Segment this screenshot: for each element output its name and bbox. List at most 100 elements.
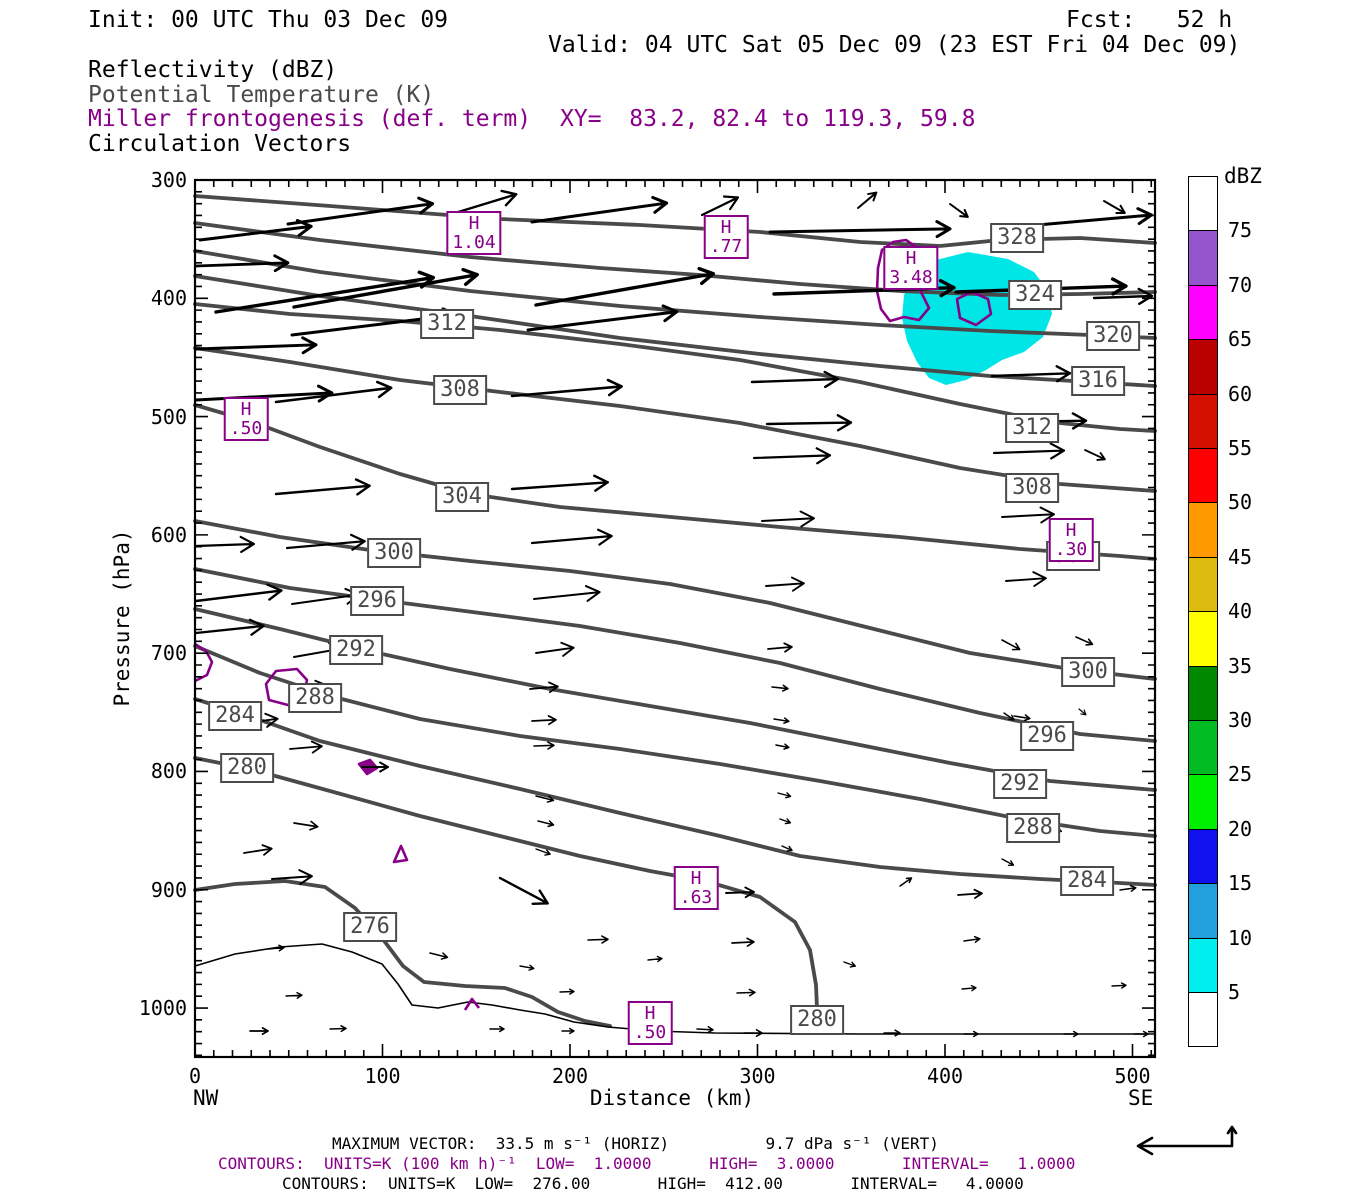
y-tick-label: 600 [150, 522, 187, 547]
x-tick-label: 100 [364, 1064, 401, 1088]
y-tick-label: 300 [150, 168, 187, 192]
circulation-vector-arrow [1084, 449, 1106, 461]
frontogenesis-h-symbol: H [905, 248, 917, 269]
circulation-vector-arrow [765, 414, 853, 432]
circulation-vector-arrow [777, 792, 792, 799]
valid-time: Valid: 04 UTC Sat 05 Dec 09 (23 EST Fri … [548, 32, 1241, 58]
circulation-vector-arrow [289, 740, 323, 754]
colorbar-tick-label: 40 [1228, 599, 1253, 624]
frontogenesis-h-value: .30 [1054, 539, 1088, 560]
colorbar-segment [1188, 284, 1218, 341]
circulation-vector-arrow [498, 876, 549, 906]
colorbar-tick-label: 5 [1228, 980, 1241, 1004]
frontogenesis-contour [392, 844, 409, 864]
circulation-vector-arrow [194, 254, 290, 273]
theta-contour-label: 308 [1005, 473, 1059, 503]
theta-contour-label: 300 [367, 538, 421, 568]
circulation-vector-arrow [963, 935, 981, 943]
circulation-vector-arrow [857, 191, 878, 209]
init-time: Init: 00 UTC Thu 03 Dec 09 [88, 7, 449, 33]
circulation-vector-arrow [725, 886, 755, 899]
legend-frontogenesis: Miller frontogenesis (def. term) [88, 106, 532, 132]
circulation-vector-arrow [526, 304, 679, 332]
circulation-vector-arrow [781, 845, 793, 852]
circulation-vector-arrow [743, 1029, 763, 1037]
y-tick-label: 500 [150, 404, 187, 429]
colorbar-title: dBZ [1224, 164, 1262, 188]
circulation-vector-arrow [286, 196, 435, 226]
frontogenesis-contour [463, 997, 481, 1011]
frontogenesis-h-symbol: H [644, 1003, 656, 1024]
colorbar-tick-label: 25 [1228, 762, 1253, 787]
circulation-vector-arrow [1001, 506, 1055, 524]
theta-contour-label: 296 [350, 586, 404, 616]
circulation-vector-arrow [510, 378, 623, 398]
y-tick-label: 700 [150, 641, 187, 666]
x-axis-title: Distance (km) [589, 1086, 755, 1110]
frontogenesis-max-label: H .63 [673, 866, 719, 910]
legend-reflectivity: Reflectivity (dBZ) [88, 57, 338, 83]
theta-contour-line [193, 644, 1157, 838]
frontogenesis-h-symbol: H [720, 217, 732, 238]
circulation-vector-arrow [883, 1029, 901, 1037]
circulation-vector-arrow [963, 1030, 979, 1038]
frontogenesis-h-symbol: H [240, 399, 252, 420]
circulation-vector-arrow [1111, 982, 1127, 989]
circulation-vector-arrow [899, 877, 913, 887]
frontogenesis-h-symbol: H [690, 868, 702, 889]
circulation-vectors [194, 189, 1154, 1038]
theta-contour-label: 280 [220, 753, 274, 783]
circulation-vector-arrow [537, 820, 555, 828]
circulation-vector-arrow [529, 681, 559, 694]
x-tick-label: 300 [739, 1064, 776, 1088]
colorbar-tick-label: 70 [1228, 272, 1253, 297]
x-axis-right-endpoint: SE [1128, 1086, 1154, 1110]
frontogenesis-h-value: .77 [709, 236, 743, 257]
circulation-vector-arrow [533, 585, 601, 602]
circulation-vector-arrow [750, 370, 840, 389]
circulation-vector-arrow [1001, 858, 1015, 866]
theta-contour-label: 324 [1008, 280, 1062, 310]
theta-contour-label: 320 [1086, 321, 1140, 351]
theta-contour-line [193, 249, 1157, 340]
theta-contour-label: 280 [790, 1005, 844, 1035]
circulation-vector-arrow [274, 380, 393, 404]
colorbar-tick-label: 75 [1228, 218, 1253, 243]
colorbar-segment [1188, 611, 1218, 667]
circulation-vector-arrow [535, 795, 555, 803]
circulation-vector-arrow [293, 820, 319, 831]
x-axis-left-endpoint: NW [193, 1086, 219, 1110]
y-tick-label: 1000 [138, 996, 187, 1021]
circulation-vector-arrow [530, 528, 613, 546]
circulation-vector-arrow [194, 535, 256, 553]
plot-frame-and-ticks [193, 178, 1157, 1059]
colorbar-tick-label: 50 [1228, 490, 1253, 515]
frontogenesis-max-label: H .50 [627, 1001, 673, 1045]
circulation-vector-arrow [773, 717, 790, 724]
circulation-vector-arrow [767, 642, 793, 653]
theta-contour-label: 292 [329, 635, 383, 665]
colorbar-tick-label: 60 [1228, 381, 1253, 406]
circulation-vector-arrow [587, 935, 609, 944]
frontogenesis-max-label: H .50 [223, 397, 269, 441]
frontogenesis-max-label: H 1.04 [446, 211, 502, 255]
colorbar-segment [1188, 556, 1218, 613]
circulation-vector-arrow [561, 1027, 575, 1035]
circulation-vector-arrow [453, 189, 518, 215]
plot-frame [193, 178, 1157, 1059]
cross-section-endpoints: XY= 83.2, 82.4 to 119.3, 59.8 [560, 106, 976, 132]
circulation-vector-arrow [361, 761, 389, 773]
legend-circulation-vectors: Circulation Vectors [88, 131, 352, 157]
circulation-vector-arrow [285, 533, 366, 551]
circulation-vector-arrow [292, 267, 479, 309]
colorbar-tick-label: 65 [1228, 327, 1253, 352]
circulation-vector-arrow [535, 848, 551, 856]
theta-contour-label: 284 [208, 701, 262, 731]
frontogenesis-contour [194, 642, 214, 683]
circulation-vector-arrow [530, 195, 669, 224]
circulation-vector-arrow [1075, 636, 1094, 646]
y-tick-label: 400 [150, 286, 187, 311]
circulation-vector-arrow [429, 952, 449, 960]
circulation-vector-arrow [761, 510, 815, 528]
